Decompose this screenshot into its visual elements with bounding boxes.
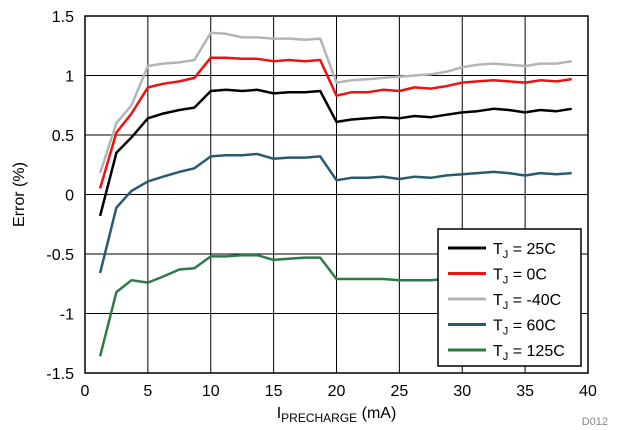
legend-label-rest: = 60C xyxy=(508,318,556,335)
legend-label-main: T xyxy=(493,292,503,309)
axis-labels: IPRECHARGE (mA) Error (%) xyxy=(11,162,396,425)
y-tick-label: 1 xyxy=(65,69,74,86)
legend-label-sub: J xyxy=(503,275,509,287)
series-lines xyxy=(98,31,572,357)
x-tick-label: 35 xyxy=(516,383,534,400)
legend-label-sub: J xyxy=(503,300,509,312)
x-axis-title: IPRECHARGE (mA) xyxy=(277,405,397,425)
x-tick-label: 5 xyxy=(143,383,152,400)
series-line-0 xyxy=(98,88,572,217)
x-tick-label: 0 xyxy=(81,383,90,400)
x-tick-label: 10 xyxy=(202,383,220,400)
x-tick-label: 20 xyxy=(328,383,346,400)
plot-frame xyxy=(84,15,589,374)
legend-label-main: T xyxy=(493,267,503,284)
legend-label-sub: J xyxy=(503,351,509,363)
legend-label-sub: J xyxy=(503,249,509,261)
legend-label-3: TJ = 60C xyxy=(493,318,556,338)
y-tick-label: -0.5 xyxy=(46,247,74,264)
x-tick-label: 30 xyxy=(453,383,471,400)
x-axis-title-unit: (mA) xyxy=(357,405,396,422)
series-line-3 xyxy=(98,152,572,274)
y-tick-label: 0.5 xyxy=(52,128,74,145)
x-axis-title-main: I xyxy=(277,405,281,422)
series-line-1 xyxy=(98,56,572,189)
legend-label-rest: = -40C xyxy=(508,292,561,309)
x-tick-label: 25 xyxy=(390,383,408,400)
legend-label-rest: = 25C xyxy=(508,241,556,258)
y-tick-label: 1.5 xyxy=(52,9,74,26)
legend-label-4: TJ = 125C xyxy=(493,343,565,363)
legend-label-1: TJ = 0C xyxy=(493,267,547,287)
x-tick-label: 15 xyxy=(265,383,283,400)
y-tick-label: -1 xyxy=(60,307,74,324)
legend-label-rest: = 125C xyxy=(508,343,564,360)
legend-label-main: T xyxy=(493,343,503,360)
legend-label-2: TJ = -40C xyxy=(493,292,561,312)
legend-label-rest: = 0C xyxy=(508,267,547,284)
x-tick-label: 40 xyxy=(579,383,597,400)
x-axis-title-sub: PRECHARGE xyxy=(281,411,357,425)
figure-id: D012 xyxy=(582,416,608,428)
legend-label-0: TJ = 25C xyxy=(493,241,556,261)
y-axis-title: Error (%) xyxy=(11,162,28,227)
legend-label-main: T xyxy=(493,318,503,335)
legend-label-sub: J xyxy=(503,326,509,338)
legend-label-main: T xyxy=(493,241,503,258)
y-tick-label: 0 xyxy=(65,188,74,205)
gridlines xyxy=(85,16,588,373)
axis-ticks: 0 5 10 15 20 25 30 35 40 -1.5 -1 -0.5 0 0.5 1 1.5 xyxy=(46,9,597,400)
y-tick-label: -1.5 xyxy=(46,366,74,383)
series-line-2 xyxy=(98,31,572,174)
